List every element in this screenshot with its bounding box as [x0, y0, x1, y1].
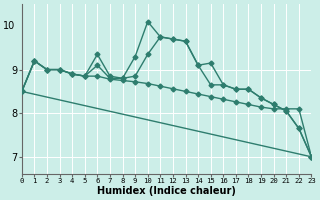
Text: 10: 10 [3, 21, 15, 31]
X-axis label: Humidex (Indice chaleur): Humidex (Indice chaleur) [97, 186, 236, 196]
